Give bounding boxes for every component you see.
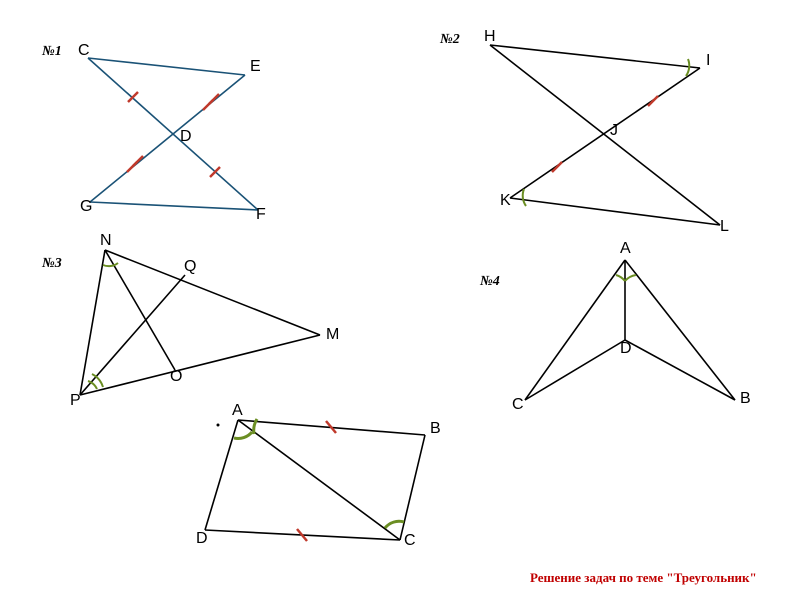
diagram-canvas (0, 0, 800, 600)
pt-O-3: O (170, 368, 182, 386)
pt-E-1: E (250, 58, 261, 76)
page-title: Решение задач по теме "Треугольник" (530, 570, 757, 586)
pt-C-1: C (78, 42, 90, 60)
problem-label-4: №4 (480, 274, 500, 290)
pt-D-4: D (620, 340, 632, 358)
figure-2 (490, 45, 720, 225)
pt-C-5: C (404, 532, 416, 550)
pt-I-2: I (706, 52, 710, 70)
pt-A-4: A (620, 240, 631, 258)
figure-5 (205, 419, 425, 541)
problem-label-2: №2 (440, 32, 460, 48)
pt-A-5: A (232, 402, 243, 420)
pt-J-2: J (610, 122, 618, 140)
figure-3 (80, 250, 320, 395)
pt-C-4: C (512, 396, 524, 414)
pt-P-3: P (70, 392, 81, 410)
pt-F-1: F (256, 206, 266, 224)
pt-D-5: D (196, 530, 208, 548)
pt-L-2: L (720, 218, 729, 236)
pt-N-3: N (100, 232, 112, 250)
figure-1 (88, 58, 258, 210)
pt-K-2: K (500, 192, 511, 210)
pt-H-2: H (484, 28, 496, 46)
pt-B-5: B (430, 420, 441, 438)
pt-G-1: G (80, 198, 92, 216)
pt-B-4: B (740, 390, 751, 408)
problem-label-1: №1 (42, 44, 62, 60)
pt-Q-3: Q (184, 258, 196, 276)
pt-D-1: D (180, 128, 192, 146)
problem-label-3: №3 (42, 256, 62, 272)
figure-4 (525, 260, 735, 400)
pt-M-3: M (326, 326, 339, 344)
